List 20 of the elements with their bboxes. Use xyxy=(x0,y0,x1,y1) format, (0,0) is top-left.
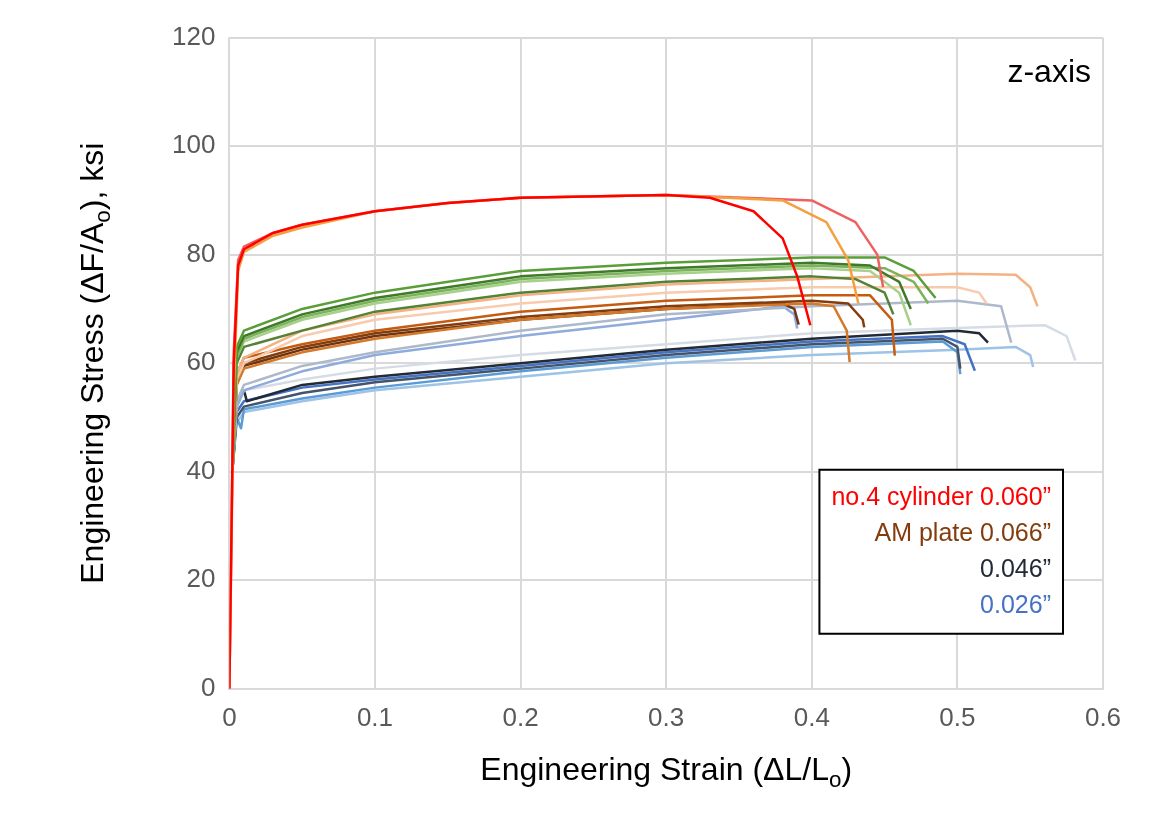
y-tick-label: 0 xyxy=(200,671,216,702)
y-tick-label: 80 xyxy=(186,237,216,268)
text: 0.026” xyxy=(980,589,1051,618)
y-tick-label: 100 xyxy=(171,129,216,160)
y-tick-label: 20 xyxy=(186,563,216,594)
x-tick-label: 0.3 xyxy=(648,701,685,732)
y-axis-title: Engineering Stress (ΔF/Ao), ksi xyxy=(74,142,116,584)
y-tick-label: 120 xyxy=(171,20,216,51)
x-tick-label: 0.4 xyxy=(793,701,830,732)
x-tick-label: 0.2 xyxy=(502,701,539,732)
text: no.4 cylinder 0.060” xyxy=(831,481,1051,510)
text: AM plate 0.066” xyxy=(874,517,1051,546)
x-tick-label: 0.6 xyxy=(1084,701,1122,732)
text: 0.046” xyxy=(980,553,1051,582)
y-tick-label: 40 xyxy=(186,454,216,485)
x-tick-label: 0.1 xyxy=(356,701,394,732)
x-tick-label: 0 xyxy=(222,701,237,732)
y-tick-label: 60 xyxy=(186,346,216,377)
x-tick-label: 0.5 xyxy=(939,701,976,732)
annotation: z-axis xyxy=(1007,53,1091,90)
